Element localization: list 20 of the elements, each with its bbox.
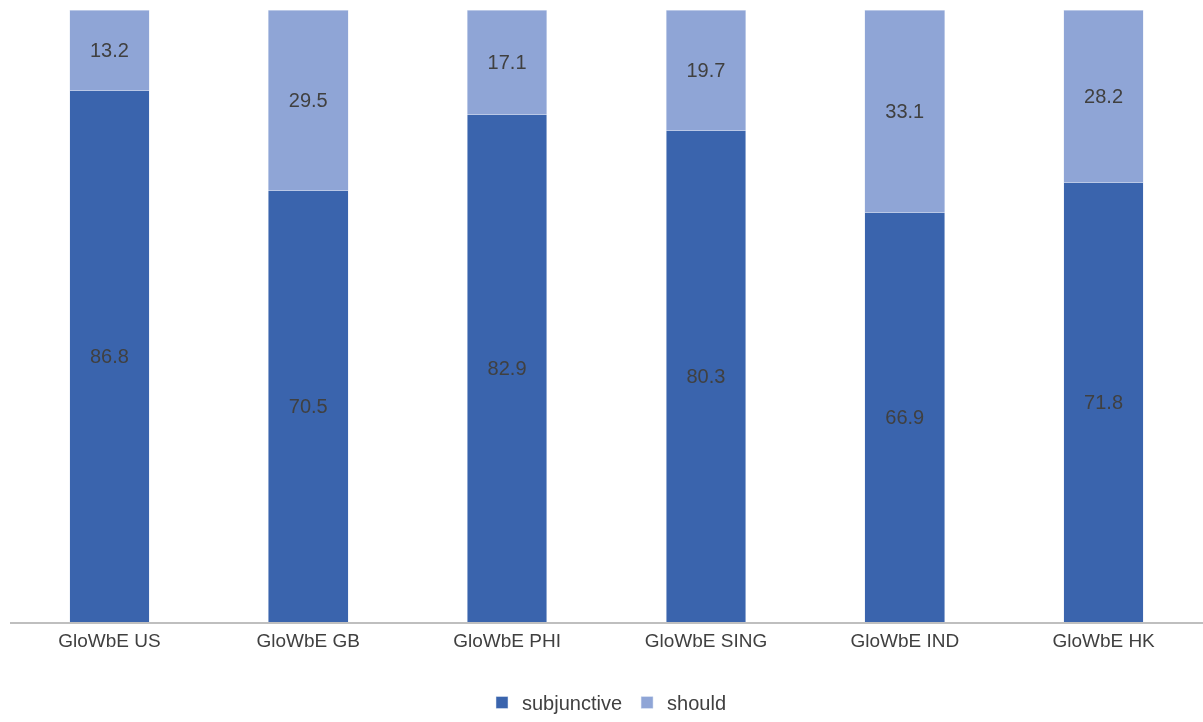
x-tick-label: GloWbE IND	[850, 629, 960, 651]
x-tick-label: GloWbE SING	[644, 629, 768, 651]
data-label: 70.5	[288, 395, 328, 418]
data-label: 86.8	[89, 345, 129, 368]
data-label: 19.7	[686, 59, 726, 82]
data-label: 33.1	[885, 100, 925, 123]
data-label: 29.5	[288, 89, 328, 112]
data-label: 13.2	[89, 39, 129, 62]
data-label: 82.9	[487, 357, 527, 380]
x-tick-label: GloWbE GB	[256, 629, 360, 651]
data-label: 71.8	[1084, 391, 1124, 414]
x-tick-label: GloWbE PHI	[453, 629, 561, 651]
legend-label: subjunctive	[522, 692, 623, 715]
data-label: 28.2	[1084, 85, 1124, 108]
data-label: 80.3	[686, 365, 726, 388]
data-label: 17.1	[487, 51, 527, 74]
data-label: 66.9	[885, 406, 925, 429]
x-tick-label: GloWbE US	[58, 629, 161, 651]
legend-label: should	[667, 692, 726, 715]
x-tick-label: GloWbE HK	[1052, 629, 1156, 651]
